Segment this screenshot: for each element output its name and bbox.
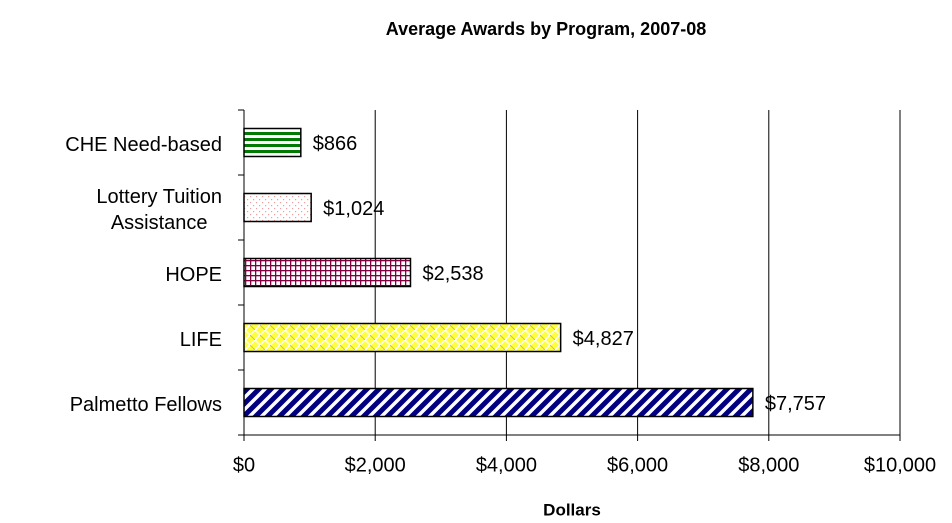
bar — [243, 127, 302, 158]
bar — [243, 257, 412, 288]
x-tick-label: $8,000 — [738, 454, 799, 476]
data-label: $4,827 — [573, 328, 634, 350]
x-tick-label: $2,000 — [345, 454, 406, 476]
bar — [243, 387, 754, 418]
y-tick-label: HOPE — [165, 263, 222, 286]
data-label: $2,538 — [422, 263, 483, 285]
x-tick-label: $6,000 — [607, 454, 668, 476]
bar — [243, 192, 312, 223]
chart-title: Average Awards by Program, 2007-08 — [386, 19, 707, 39]
data-label: $1,024 — [323, 198, 384, 220]
bar — [243, 322, 562, 353]
x-tick-label: $4,000 — [476, 454, 537, 476]
y-tick-label: Lottery Tuition Assistance — [96, 185, 222, 234]
x-axis-title: Dollars — [543, 500, 601, 519]
y-tick-label: LIFE — [179, 328, 222, 351]
x-tick-label: $0 — [233, 454, 255, 476]
x-tick-label: $10,000 — [864, 454, 936, 476]
y-tick-label: CHE Need-based — [65, 133, 222, 156]
data-label: $866 — [313, 133, 358, 155]
data-label: $7,757 — [765, 393, 826, 415]
y-tick-label: Palmetto Fellows — [69, 393, 222, 416]
